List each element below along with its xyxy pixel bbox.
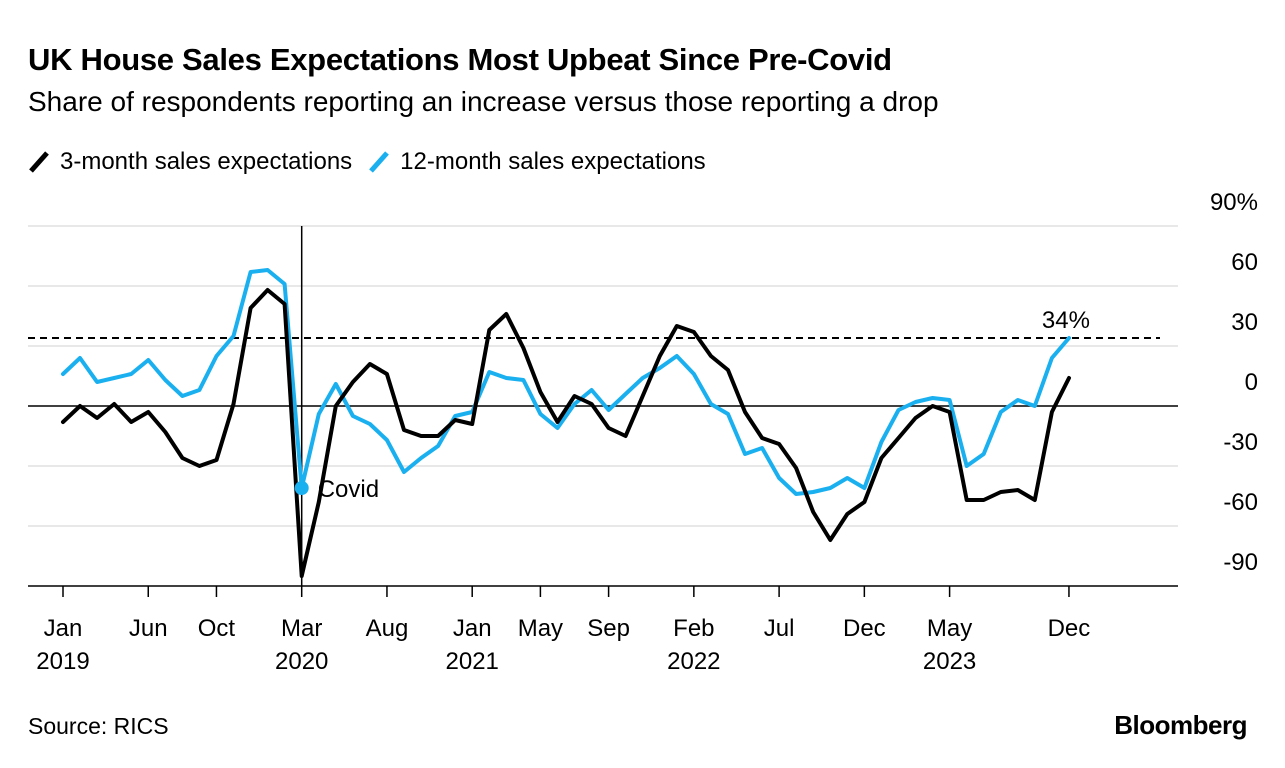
y-tick-label: 90%: [1210, 189, 1258, 216]
x-tick-label: Dec: [843, 615, 886, 642]
y-tick-label: 30: [1231, 309, 1258, 336]
y-tick-label: -90: [1223, 549, 1258, 576]
x-tick-label: Feb: [673, 615, 714, 642]
x-tick-year-label: 2019: [36, 648, 89, 675]
y-tick-label: -30: [1223, 429, 1258, 456]
gridlines: [28, 225, 1178, 586]
legend-label-12-month: 12-month sales expectations: [400, 148, 706, 175]
series-line-12-month: [61, 268, 1071, 496]
x-tick-year-label: 2023: [923, 648, 976, 675]
series-line-3-month: [61, 288, 1071, 578]
x-tick-label: Aug: [366, 615, 409, 642]
y-tick-label: 60: [1231, 249, 1258, 276]
covid-marker-dot: [294, 481, 309, 495]
x-tick-label: Oct: [198, 615, 236, 642]
axes: [28, 405, 1178, 597]
x-tick-label: Jul: [764, 615, 795, 642]
covid-annotation-label: Covid: [318, 476, 379, 503]
legend: 3-month sales expectations 12-month sale…: [28, 148, 722, 176]
x-tick-label: Jan: [453, 615, 492, 642]
x-tick-year-label: 2022: [667, 648, 720, 675]
x-tick-year-label: 2020: [275, 648, 328, 675]
chart-labels: 90% 60 30 0 -30 -60 -90 Jan 2019 Jun Oct Mar 2020 Aug…: [36, 189, 1258, 675]
x-tick-year-label: 2021: [446, 648, 499, 675]
legend-swatch-3-month-icon: [29, 151, 49, 173]
x-tick-label: Dec: [1048, 615, 1091, 642]
y-tick-label: 0: [1245, 369, 1258, 396]
x-tick-label: May: [518, 615, 563, 642]
x-tick-label: Mar: [281, 615, 322, 642]
x-tick-label: May: [927, 615, 972, 642]
reference-label-34: 34%: [1042, 307, 1090, 334]
x-tick-label: Sep: [587, 615, 630, 642]
legend-label-3-month: 3-month sales expectations: [60, 148, 353, 175]
chart-title: UK House Sales Expectations Most Upbeat …: [28, 42, 892, 77]
series-lines: [61, 268, 1071, 578]
source-note: Source: RICS: [28, 713, 169, 739]
legend-item-3-month: 3-month sales expectations: [28, 148, 352, 176]
x-tick-label: Jan: [44, 615, 83, 642]
legend-swatch-12-month-icon: [369, 151, 390, 173]
y-tick-label: -60: [1223, 489, 1258, 516]
chart-subtitle: Share of respondents reporting an increa…: [28, 86, 939, 117]
legend-item-12-month: 12-month sales expectations: [368, 148, 706, 176]
bloomberg-logo: Bloomberg: [1114, 710, 1247, 740]
x-tick-label: Jun: [129, 615, 168, 642]
